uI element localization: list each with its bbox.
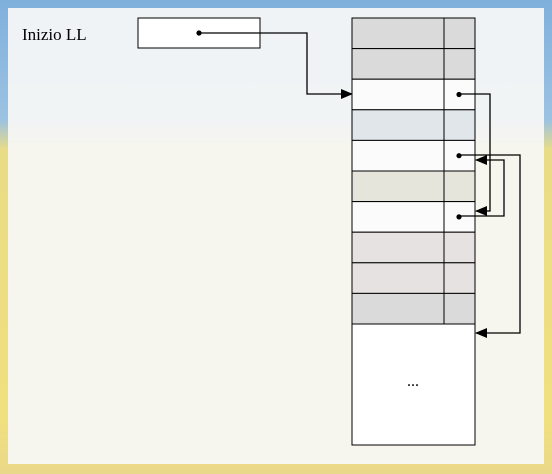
memory-pointer-cell xyxy=(443,292,476,325)
memory-data-cell xyxy=(351,139,445,172)
memory-data-cell xyxy=(351,201,445,233)
memory-data-cell xyxy=(351,109,445,141)
memory-row xyxy=(351,201,476,233)
memory-column xyxy=(351,17,476,325)
memory-data-cell xyxy=(351,78,445,111)
memory-data-cell xyxy=(351,170,445,203)
memory-pointer-cell xyxy=(443,262,476,294)
pointer-arrow-row3-to-row7 xyxy=(459,93,491,216)
memory-row xyxy=(351,78,476,111)
ellipsis-label: ... xyxy=(407,373,419,390)
pointer-arrow-row5-to-free-memory xyxy=(459,154,521,338)
memory-pointer-cell xyxy=(443,48,476,80)
pointer-dot xyxy=(456,153,462,159)
memory-pointer-cell xyxy=(443,170,476,203)
head-label: Inizio LL xyxy=(22,25,87,44)
memory-row xyxy=(351,292,476,325)
free-memory-region xyxy=(351,323,476,446)
memory-row xyxy=(351,262,476,294)
memory-row xyxy=(351,231,476,264)
memory-pointer-cell xyxy=(443,109,476,141)
memory-row xyxy=(351,170,476,203)
memory-data-cell xyxy=(351,262,445,294)
pointer-dot xyxy=(456,214,462,220)
pointer-arrow-row7-to-row5 xyxy=(459,155,505,217)
memory-pointer-cell xyxy=(443,17,476,50)
memory-row xyxy=(351,139,476,172)
memory-data-cell xyxy=(351,17,445,50)
memory-row xyxy=(351,109,476,141)
memory-data-cell xyxy=(351,48,445,80)
head-pointer-arrow xyxy=(199,32,353,99)
memory-row xyxy=(351,17,476,50)
memory-pointer-cell xyxy=(443,231,476,264)
memory-row xyxy=(351,48,476,80)
memory-data-cell xyxy=(351,292,445,325)
memory-data-cell xyxy=(351,231,445,264)
